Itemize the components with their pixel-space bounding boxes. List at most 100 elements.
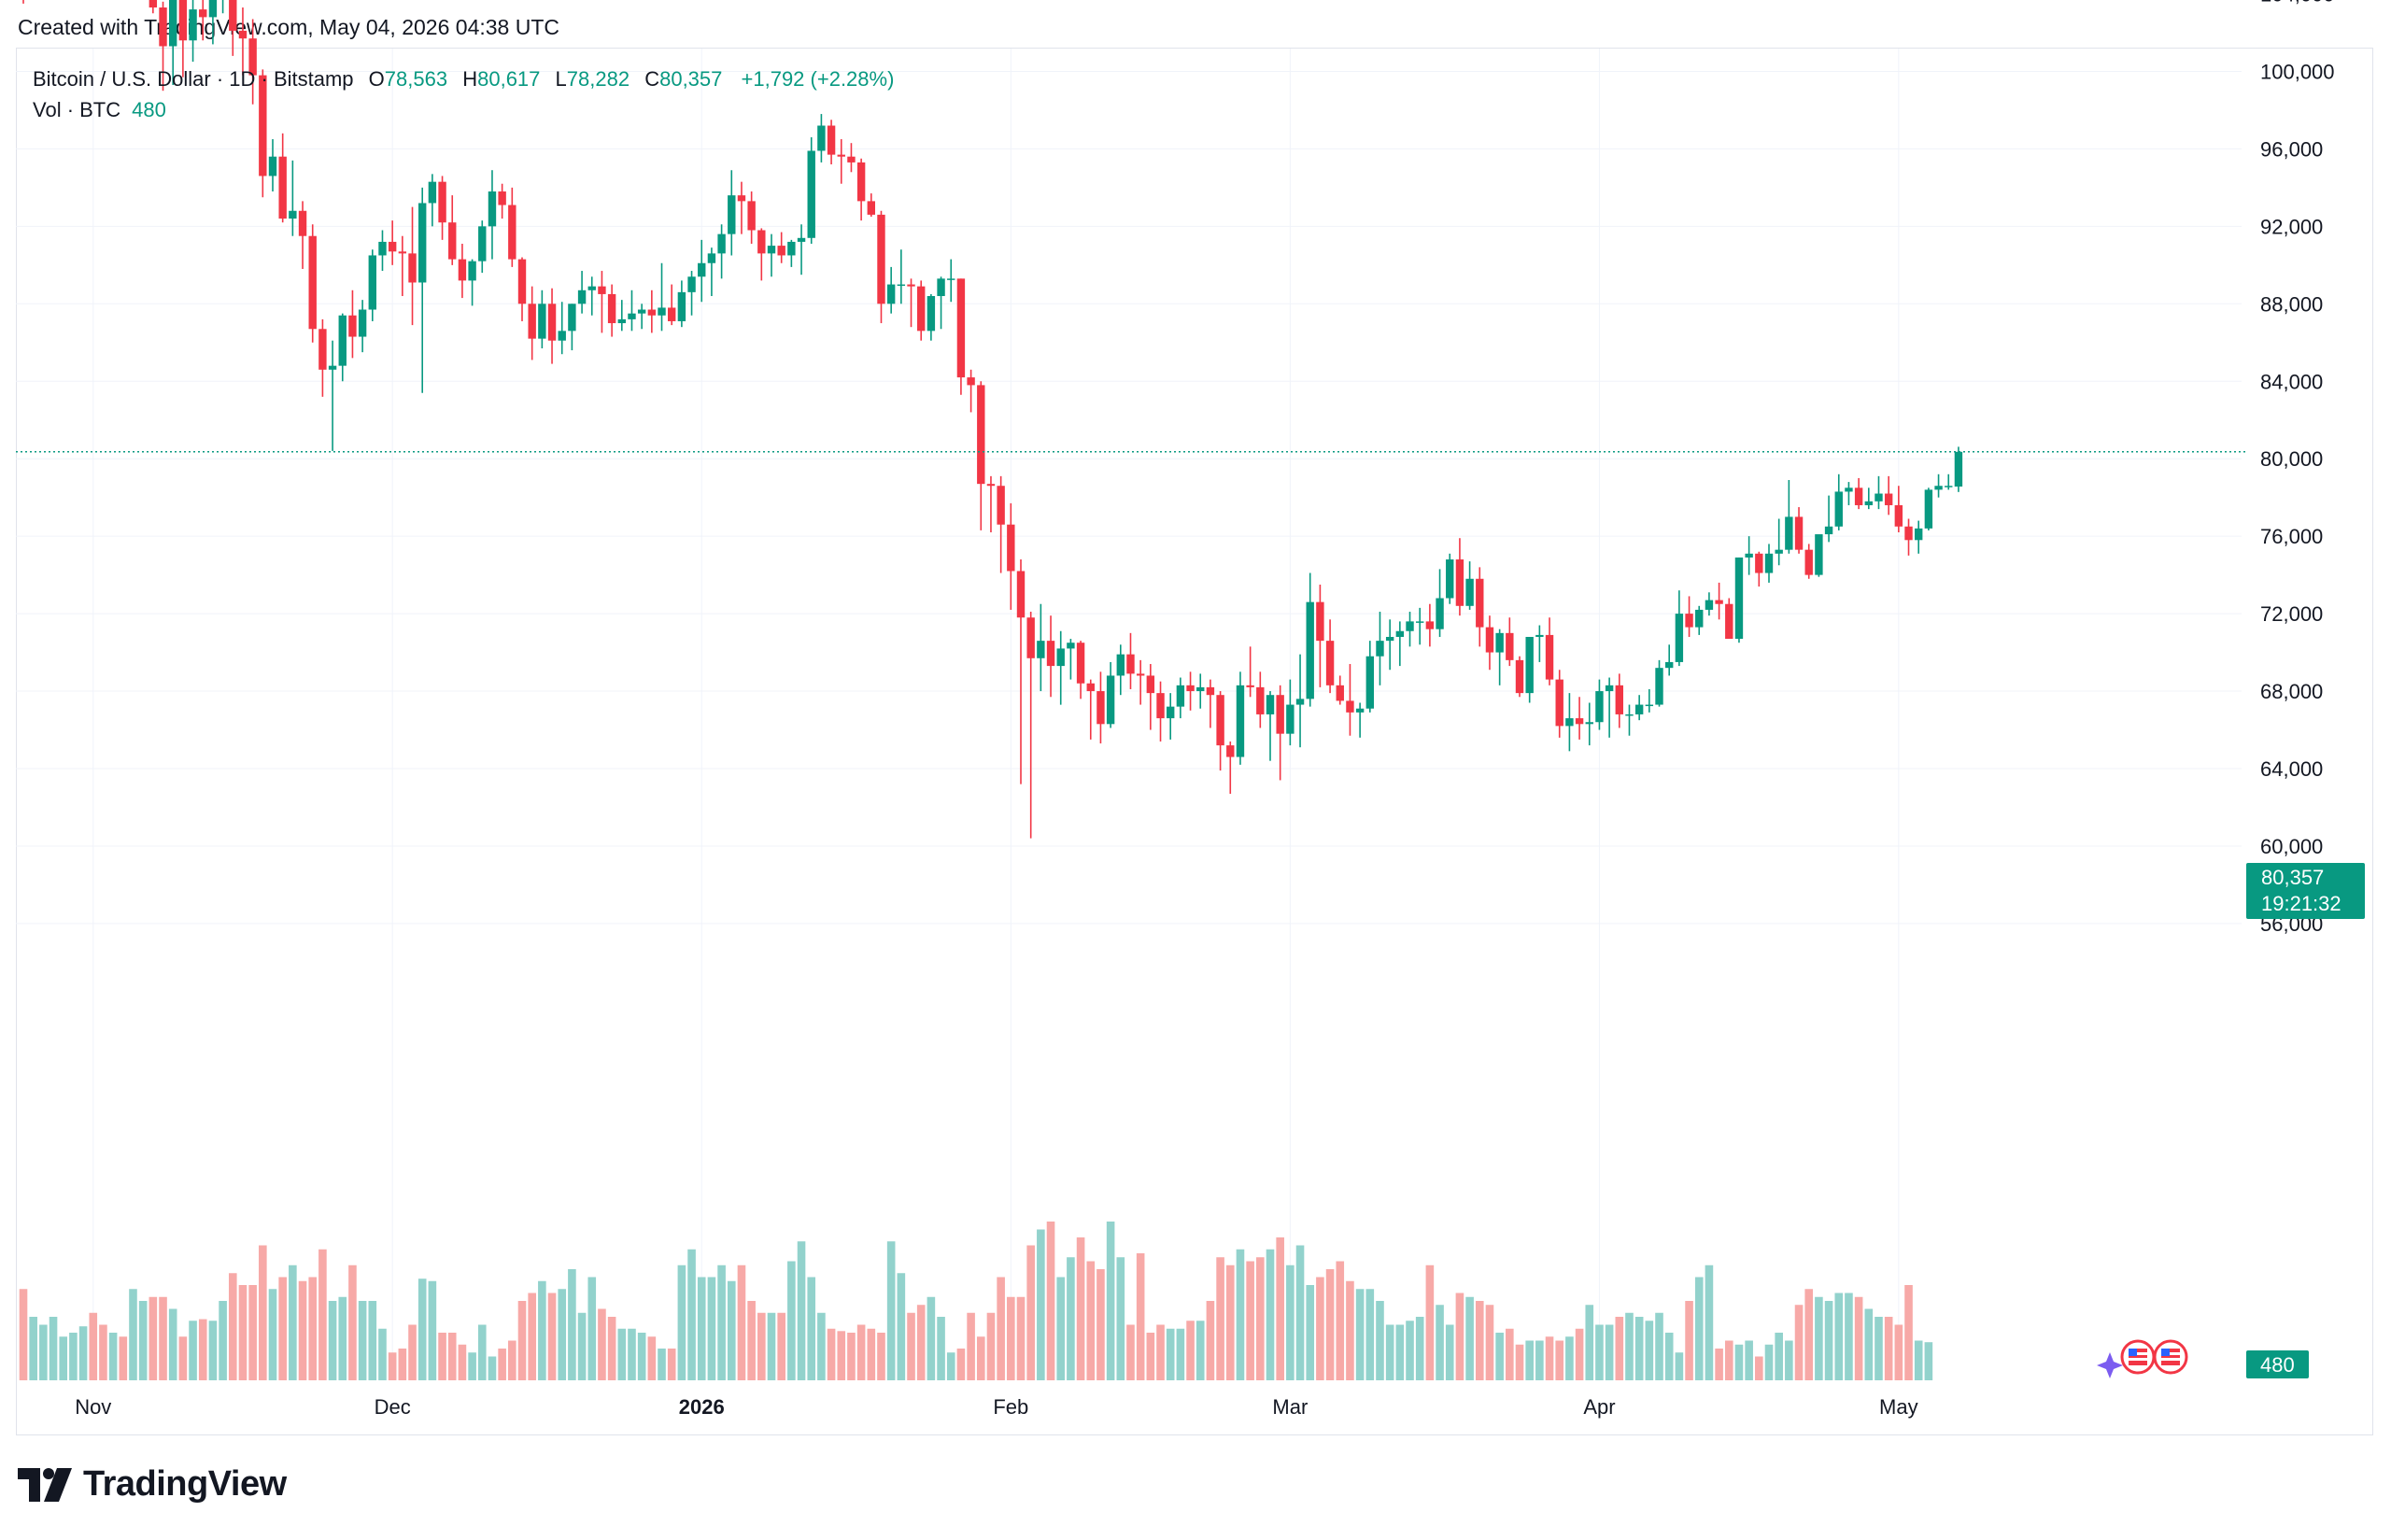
candle [687, 271, 696, 316]
candle-body [1067, 643, 1075, 649]
event-markers[interactable] [2097, 1339, 2188, 1378]
volume-bar [19, 1289, 28, 1380]
volume-bar [1585, 1305, 1594, 1380]
candle [1286, 679, 1295, 746]
candle [1695, 605, 1704, 635]
volume-bar [568, 1269, 576, 1380]
candle [368, 249, 376, 321]
candle-body [1026, 617, 1035, 658]
candle-body [1634, 704, 1644, 714]
candle-body [997, 486, 1005, 525]
candle [1176, 677, 1185, 719]
candle [817, 114, 826, 162]
candle-body [1565, 718, 1574, 727]
volume-bar [1575, 1328, 1584, 1380]
candle-body [658, 307, 666, 316]
volume-bar [1016, 1296, 1026, 1380]
candle [1416, 607, 1424, 645]
volume-bar [517, 1301, 527, 1380]
volume-bar [757, 1312, 766, 1380]
volume-bar [1495, 1333, 1504, 1380]
candle-body [1126, 654, 1135, 674]
volume-bar [1854, 1296, 1863, 1380]
candle [1365, 641, 1374, 713]
candle-body [777, 246, 785, 256]
volume-bar [1415, 1317, 1424, 1380]
volume-bar [1126, 1324, 1135, 1380]
change-value: +1,792 (+2.28%) [741, 67, 895, 91]
us-flag-event-icon[interactable] [2153, 1339, 2188, 1375]
candle-body [508, 205, 516, 260]
volume-bar [458, 1344, 467, 1380]
candle [1067, 639, 1075, 680]
candle [747, 191, 756, 245]
volume-bar [1425, 1264, 1435, 1380]
candle [547, 288, 557, 364]
candle [1864, 487, 1873, 510]
candle [967, 369, 975, 413]
candle-body [1764, 553, 1774, 573]
candle [428, 174, 437, 227]
tradingview-brand[interactable]: TradingView [18, 1464, 287, 1505]
volume-bar [318, 1249, 327, 1380]
volume-bar [1565, 1336, 1574, 1380]
candle [1595, 679, 1604, 730]
candle [637, 304, 646, 330]
symbol-label[interactable]: Bitcoin / U.S. Dollar · 1D · Bitstamp [33, 67, 354, 91]
candle-body [1295, 699, 1305, 705]
candle-body [1476, 578, 1484, 628]
time-axis[interactable]: Nov Dec 2026 Feb Mar Apr May [75, 1395, 1917, 1419]
candle [947, 259, 955, 303]
candle [208, 0, 218, 45]
volume-bar [707, 1277, 716, 1380]
volume-bar [1475, 1301, 1484, 1380]
candle [598, 271, 606, 333]
chart-legend: Bitcoin / U.S. Dollar · 1D · Bitstamp O7… [33, 64, 894, 125]
candle [737, 181, 746, 234]
volume-bar [49, 1317, 58, 1380]
candle-body [378, 241, 387, 256]
volume-bar [777, 1312, 785, 1380]
low-value: 78,282 [566, 67, 630, 91]
candle-body [398, 251, 407, 254]
candle [1794, 507, 1804, 554]
price-axis[interactable]: 120,000116,000112,000108,000104,000100,0… [2260, 0, 2335, 936]
candle-body [907, 284, 915, 287]
volume-bar [1655, 1312, 1663, 1380]
volume-bar [1664, 1333, 1674, 1380]
candle-body [1695, 609, 1704, 628]
sparkle-event-icon[interactable] [2097, 1352, 2123, 1378]
volume-bar [1745, 1340, 1753, 1380]
candle [1336, 675, 1344, 705]
volume-bar [747, 1301, 756, 1380]
candle-body [1206, 686, 1215, 696]
volume-bar [807, 1277, 816, 1380]
volume-bar [138, 1301, 148, 1380]
candle [1884, 475, 1893, 516]
us-flag-event-icon[interactable] [2120, 1339, 2156, 1375]
volume-bar [1295, 1245, 1305, 1380]
candle-body [408, 253, 417, 283]
candle [1196, 673, 1205, 709]
candle-body [468, 261, 476, 281]
volume-bar [1685, 1301, 1693, 1380]
volume-bar [1545, 1336, 1554, 1380]
candle-body [1775, 549, 1783, 554]
candle [558, 302, 566, 355]
candle [1116, 644, 1125, 696]
volume-bar [1116, 1257, 1125, 1380]
candle-body [1515, 659, 1524, 694]
candle [1915, 520, 1923, 554]
candle [1845, 482, 1853, 505]
volume-legend-row: Vol · BTC 480 [33, 94, 894, 125]
candle [1455, 538, 1464, 616]
candle-body [1216, 695, 1224, 746]
volume-label[interactable]: Vol · BTC [33, 98, 121, 121]
volume-bar [498, 1349, 506, 1380]
volume-bar [388, 1352, 397, 1380]
volume-bar [1804, 1289, 1814, 1380]
candle [458, 244, 467, 299]
volume-bar [886, 1241, 896, 1380]
candle-body [598, 286, 606, 294]
